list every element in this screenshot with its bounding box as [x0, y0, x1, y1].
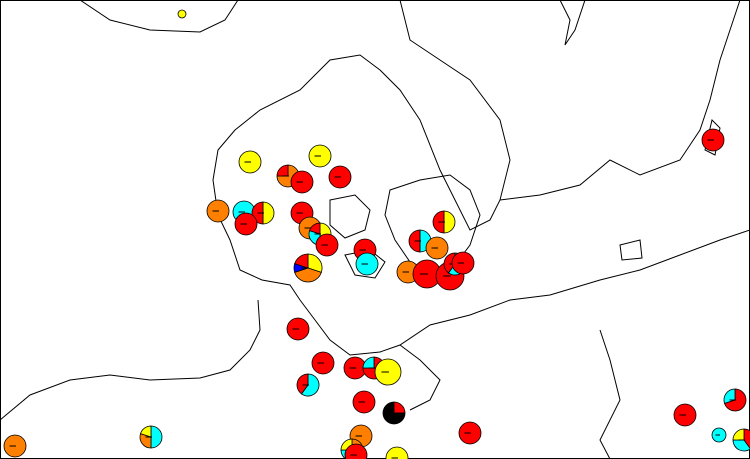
pie-slice: [296, 373, 309, 395]
pie-slice: [309, 222, 321, 235]
pie-slice: [732, 428, 745, 441]
pie-slice: [140, 425, 152, 438]
pie-slice: [177, 9, 187, 19]
pie-slice: [294, 253, 309, 269]
pie-slice: [385, 446, 409, 459]
pie-slice: [443, 252, 456, 274]
pie-slice: [743, 428, 750, 449]
pie-slice: [276, 164, 289, 177]
pie-slice: [150, 425, 163, 449]
pie-slice: [300, 373, 320, 397]
pie-slice: [262, 201, 275, 225]
pie-slice: [732, 439, 750, 452]
pie-slice: [382, 401, 406, 425]
pie-slice: [307, 253, 323, 273]
pie-slice: [294, 267, 322, 283]
pie-slice: [362, 356, 375, 369]
pie-markers: [3, 9, 750, 459]
pie-slice: [443, 210, 456, 234]
